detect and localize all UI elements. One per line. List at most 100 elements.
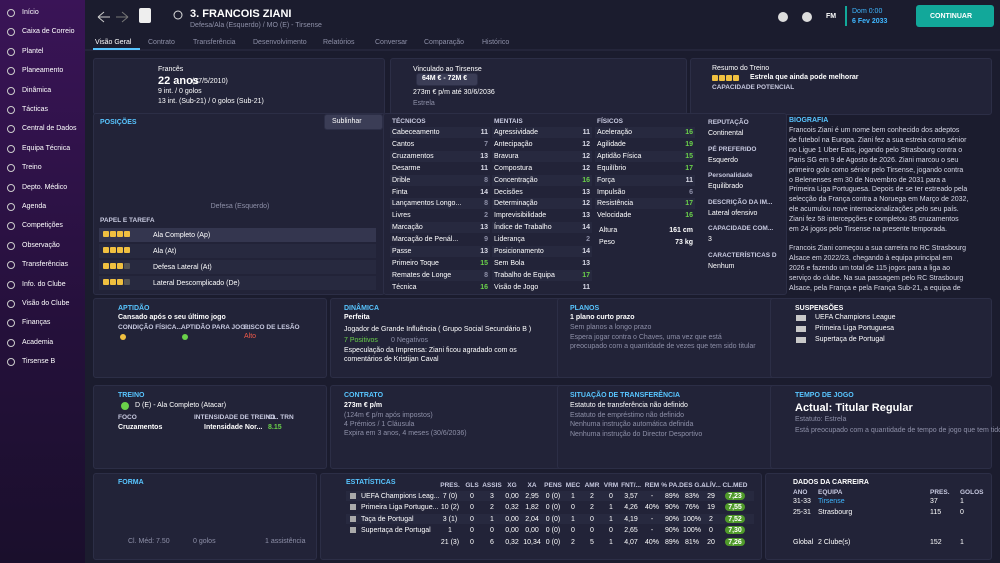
condition-icon bbox=[120, 334, 126, 340]
stat-cell: 0 bbox=[609, 493, 613, 500]
tab[interactable]: Transferência bbox=[193, 39, 236, 46]
menu-item[interactable]: Tirsense B bbox=[22, 358, 56, 366]
star bbox=[124, 231, 130, 237]
tab[interactable]: Visão Geral bbox=[95, 39, 132, 46]
stat-cell: 40% bbox=[644, 539, 660, 546]
menu-item[interactable]: Equipa Técnica bbox=[22, 144, 71, 152]
role[interactable]: Lateral Descomplicado (De) bbox=[153, 280, 240, 287]
menu-item[interactable]: Central de Dados bbox=[22, 125, 77, 133]
menu-item[interactable]: Tácticas bbox=[22, 106, 49, 113]
stat-cell: 1 bbox=[571, 493, 575, 500]
attribute-name: Antecipação bbox=[494, 140, 533, 148]
attribute-name: Sem Bola bbox=[494, 259, 525, 267]
competition-icon bbox=[796, 326, 806, 332]
menu-item[interactable]: Finanças bbox=[22, 319, 51, 327]
stat-cell: 76% bbox=[684, 504, 700, 512]
menu-item[interactable]: Plantel bbox=[22, 47, 44, 55]
tab[interactable]: Comparação bbox=[424, 39, 465, 46]
menu-item[interactable]: Treino bbox=[22, 164, 42, 172]
menu-item[interactable]: Depto. Médico bbox=[22, 183, 68, 191]
attribute-row bbox=[390, 174, 490, 186]
back-arrow[interactable] bbox=[97, 11, 110, 23]
title: DINÂMICA bbox=[344, 305, 379, 312]
stat-cell: 89% bbox=[664, 539, 680, 546]
attribute-name: Bravura bbox=[494, 152, 519, 160]
competition: Taça de Portugal bbox=[361, 515, 414, 523]
column-header: AMR bbox=[584, 482, 600, 489]
dynamics-panel bbox=[330, 298, 564, 378]
avg-rating: Cl. Méd: 7.50 bbox=[128, 538, 170, 545]
menu-item[interactable]: Visão do Clube bbox=[22, 300, 70, 307]
role[interactable]: Ala Completo (Ap) bbox=[153, 232, 211, 239]
tab[interactable]: Conversar bbox=[375, 39, 408, 46]
profile-panel bbox=[93, 58, 385, 115]
column-header: ASSIS bbox=[482, 482, 502, 489]
menu-item[interactable]: Agenda bbox=[22, 203, 47, 210]
attribute-name: Visão de Jogo bbox=[494, 283, 539, 291]
stat-cell: 0,32 bbox=[505, 504, 519, 512]
help-icon[interactable] bbox=[802, 12, 812, 22]
attribute-row bbox=[492, 150, 592, 162]
menu-icon bbox=[7, 241, 15, 250]
summary: Cansado após o seu último jogo bbox=[118, 314, 226, 321]
stat-cell: 1 bbox=[448, 526, 452, 534]
stat-cell: 1 bbox=[609, 515, 613, 523]
menu-item[interactable]: Início bbox=[22, 9, 39, 16]
menu-item[interactable]: Info. do Clube bbox=[22, 280, 66, 288]
role-icon bbox=[121, 402, 129, 410]
search-icon[interactable] bbox=[173, 10, 183, 20]
star bbox=[124, 279, 130, 285]
menu-icon bbox=[7, 9, 15, 17]
star bbox=[726, 75, 732, 81]
career-cell: 115 bbox=[930, 509, 942, 516]
menu-icon bbox=[7, 67, 15, 76]
height-label: Altura bbox=[599, 227, 618, 234]
stat-cell: 0 (0) bbox=[545, 493, 561, 500]
menu-item[interactable]: Transferências bbox=[22, 261, 69, 269]
competition-icon bbox=[350, 504, 356, 511]
highlight-button[interactable]: Sublinhar bbox=[332, 118, 362, 125]
role[interactable]: Ala (At) bbox=[153, 248, 177, 255]
attribute-row bbox=[390, 269, 490, 281]
tab[interactable]: Contrato bbox=[148, 39, 175, 46]
stat-cell: 0 bbox=[590, 526, 594, 534]
role[interactable]: Defesa Lateral (At) bbox=[153, 264, 212, 271]
continue-button[interactable] bbox=[916, 5, 994, 27]
star bbox=[124, 263, 130, 269]
assists: 1 assistência bbox=[265, 538, 306, 545]
tab[interactable]: Relatórios bbox=[323, 39, 355, 46]
role: D (E) - Ala Completo (Atacar) bbox=[135, 402, 227, 409]
match-label: APTIDÃO PARA JOG... bbox=[181, 324, 251, 331]
column-header: PRES. bbox=[440, 482, 460, 489]
attribute-name: Imprevisibilidade bbox=[494, 212, 547, 220]
tab[interactable]: Histórico bbox=[482, 39, 510, 46]
menu-item[interactable]: Academia bbox=[22, 338, 54, 346]
intensity-label: INTENSIDADE DE TREINO bbox=[194, 414, 276, 421]
fm-label[interactable]: FM bbox=[826, 13, 837, 20]
menu-item[interactable]: Competições bbox=[22, 222, 63, 230]
stat-cell: - bbox=[650, 515, 654, 523]
star bbox=[110, 279, 116, 285]
column-header: PENS bbox=[544, 482, 562, 489]
stat-cell: 2 bbox=[490, 504, 494, 512]
menu-item[interactable]: Caixa de Correio bbox=[22, 28, 75, 36]
attribute-row bbox=[390, 198, 490, 210]
career-total: 1 bbox=[960, 539, 964, 546]
stat-cell: 90% bbox=[664, 526, 680, 534]
stat-cell: 21 (3) bbox=[440, 539, 460, 546]
icon[interactable] bbox=[778, 12, 788, 22]
continue-button[interactable]: CONTINUAR bbox=[930, 13, 972, 20]
menu-item[interactable]: Dinâmica bbox=[22, 86, 52, 94]
attribute-row bbox=[492, 222, 592, 234]
height-value: 161 cm bbox=[669, 227, 693, 234]
menu-item[interactable]: Planeamento bbox=[22, 67, 64, 75]
forward-arrow[interactable] bbox=[116, 11, 129, 23]
menu-icon bbox=[7, 47, 15, 56]
stat-cell: 0 bbox=[490, 526, 494, 534]
tab[interactable]: Desenvolvimento bbox=[253, 39, 307, 46]
column-header: XA bbox=[527, 482, 537, 489]
attribute-row bbox=[492, 246, 592, 257]
transfer-panel bbox=[557, 385, 787, 469]
attribute-value: 6 bbox=[689, 188, 693, 196]
menu-item[interactable]: Observação bbox=[22, 241, 60, 249]
